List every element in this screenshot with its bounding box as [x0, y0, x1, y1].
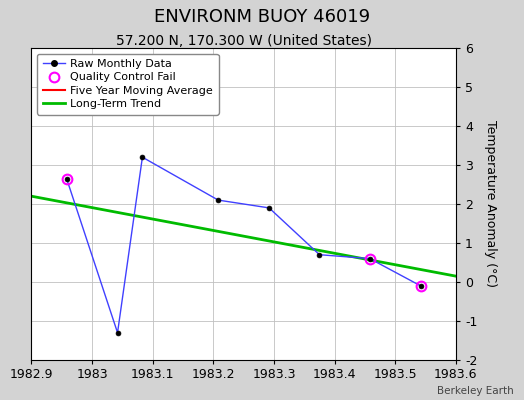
- Title: 57.200 N, 170.300 W (United States): 57.200 N, 170.300 W (United States): [116, 34, 372, 48]
- Text: ENVIRONM BUOY 46019: ENVIRONM BUOY 46019: [154, 8, 370, 26]
- Legend: Raw Monthly Data, Quality Control Fail, Five Year Moving Average, Long-Term Tren: Raw Monthly Data, Quality Control Fail, …: [37, 54, 219, 115]
- Text: Berkeley Earth: Berkeley Earth: [437, 386, 514, 396]
- Y-axis label: Temperature Anomaly (°C): Temperature Anomaly (°C): [484, 120, 497, 288]
